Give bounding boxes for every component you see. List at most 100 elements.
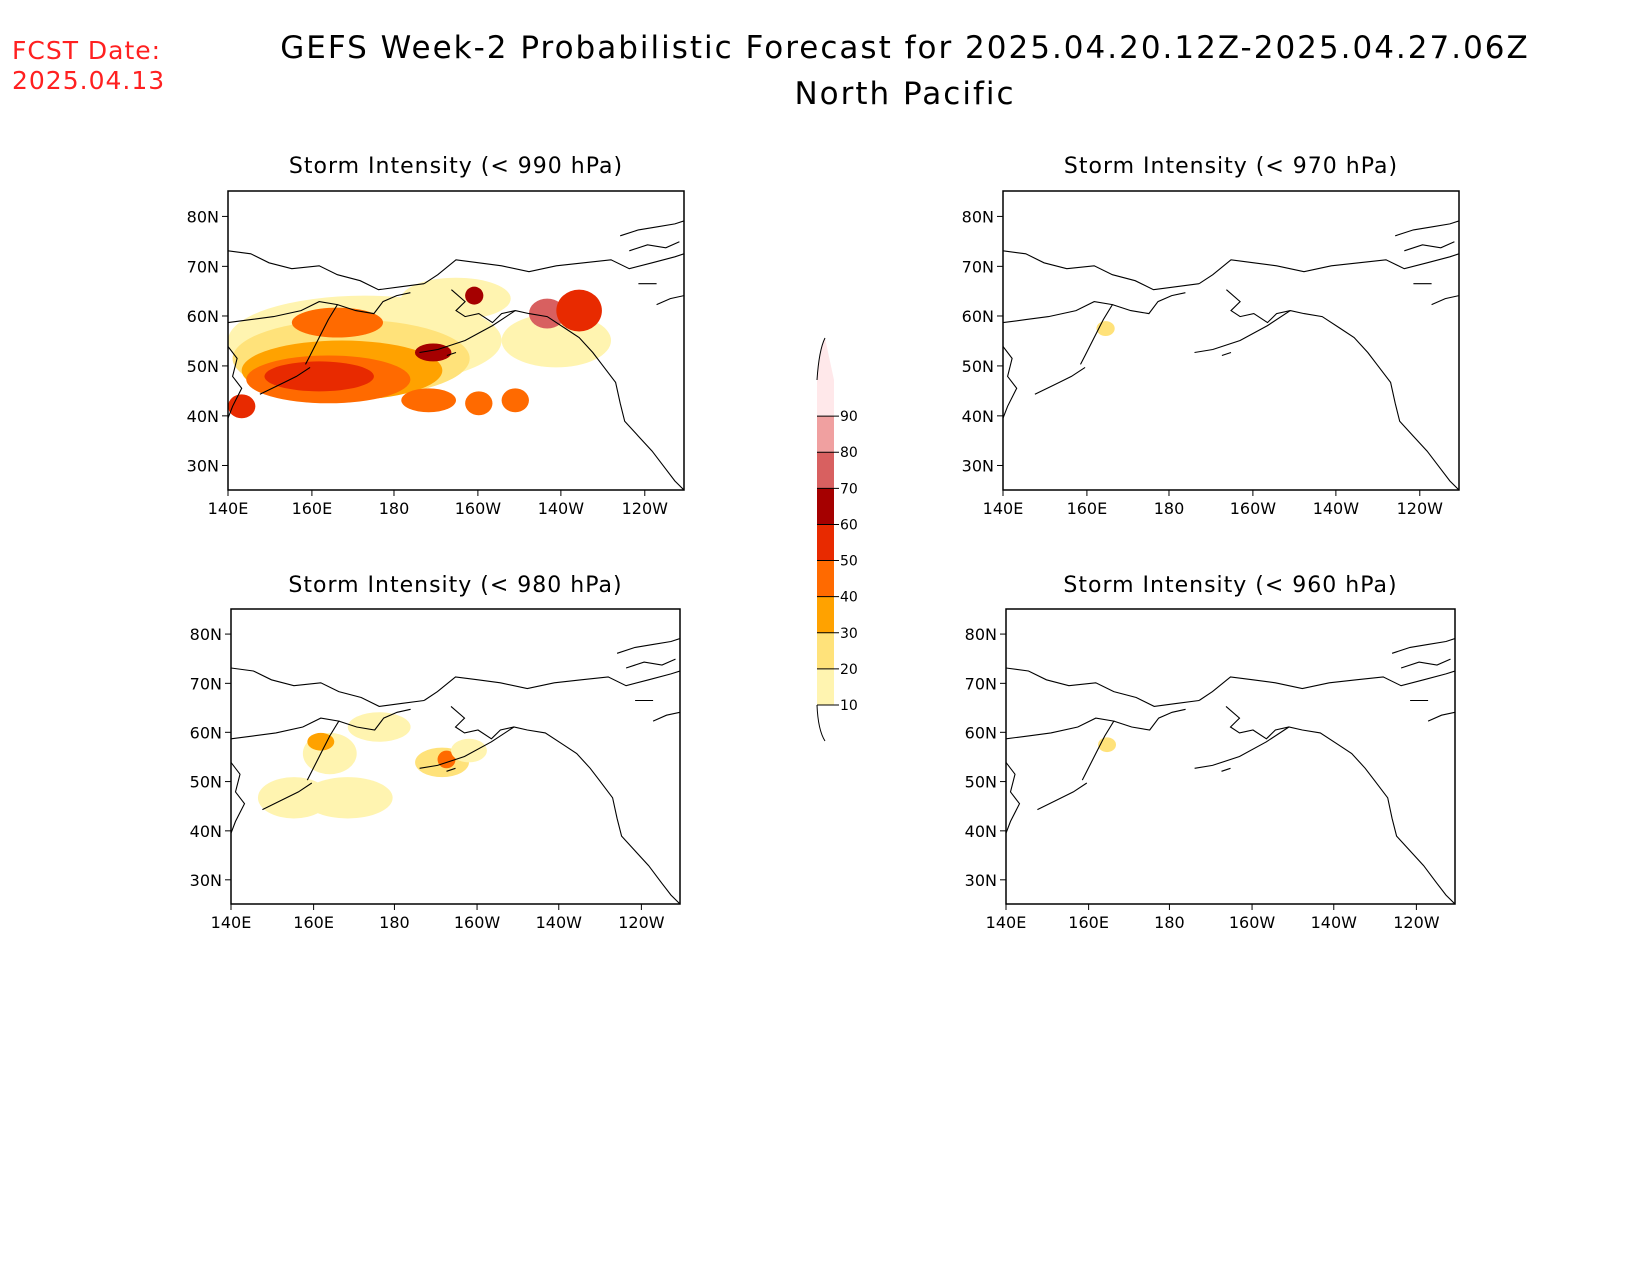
- probability-patch: [501, 388, 529, 413]
- probability-patch: [401, 388, 457, 413]
- coastline-segment: [450, 705, 680, 904]
- coastline-segment: [1006, 717, 1115, 781]
- probability-patch: [451, 738, 487, 763]
- lat-tick-label: 40N: [187, 407, 219, 426]
- colorbar-label: 60: [840, 517, 858, 533]
- map-panel: Storm Intensity (< 970 hPa) 80N 70N 60N 50N 4…: [962, 154, 1460, 518]
- lon-tick-label: 140E: [211, 913, 252, 932]
- coastline-segment: [1003, 346, 1018, 419]
- lon-tick-label: 160E: [1067, 499, 1108, 518]
- lon-tick-label: 140W: [536, 913, 583, 932]
- lat-tick-label: 40N: [962, 407, 994, 426]
- coastline-segment: [423, 253, 684, 285]
- panel-frame: [227, 190, 685, 491]
- lat-tick-label: 30N: [962, 456, 994, 475]
- map-panel: Storm Intensity (< 960 hPa) 80N 70N 60N 50N 4…: [965, 573, 1456, 932]
- coastline-segment: [1113, 708, 1186, 731]
- colorbar-label: 50: [840, 554, 858, 570]
- probability-patch: [528, 298, 566, 329]
- coastline-segment: [446, 767, 456, 772]
- lat-tick-label: 50N: [187, 357, 219, 376]
- panel-frame: [230, 608, 681, 905]
- coastline-segment: [1037, 782, 1088, 811]
- colorbar-swatch: [817, 380, 834, 417]
- coastline-segment: [446, 351, 457, 357]
- coastline-segment: [1395, 220, 1459, 237]
- panel-title: Storm Intensity (< 990 hPa): [289, 154, 623, 179]
- lon-tick-label: 180: [379, 499, 410, 518]
- lat-tick-label: 30N: [187, 456, 219, 475]
- coastline-segment: [1226, 289, 1459, 490]
- coastline: [1006, 637, 1455, 904]
- lon-tick-label: 120W: [1393, 913, 1440, 932]
- lon-tick-label: 140E: [986, 913, 1027, 932]
- coastline-segment: [231, 717, 340, 781]
- panel-frame: [1002, 190, 1460, 491]
- colorbar-label: 30: [840, 626, 858, 642]
- probability-patch: [465, 286, 484, 305]
- lat-tick-label: 60N: [187, 307, 219, 326]
- coastline-segment: [1427, 711, 1455, 722]
- lat-tick-label: 80N: [187, 207, 219, 226]
- coastline: [231, 637, 680, 904]
- lon-tick-label: 160E: [292, 499, 333, 518]
- coastline-segment: [1391, 637, 1455, 654]
- probability-patch: [264, 361, 374, 392]
- lon-tick-label: 160W: [454, 913, 501, 932]
- coastline-segment: [1400, 658, 1451, 669]
- coastline-segment: [620, 220, 684, 237]
- probability-shading: [228, 277, 612, 419]
- coastline: [228, 220, 684, 490]
- coastline-segment: [616, 637, 680, 654]
- colorbar: 10 20 30 40 50 60 70 80 90: [816, 337, 858, 742]
- panel-title: Storm Intensity (< 970 hPa): [1064, 154, 1398, 179]
- lon-tick-label: 160E: [293, 913, 334, 932]
- coastline-segment: [1198, 670, 1455, 701]
- map-panel: Storm Intensity (< 980 hPa) 80N 70N 60N 50N 4…: [190, 573, 681, 932]
- lat-tick-label: 50N: [190, 773, 222, 792]
- coastline-segment: [228, 301, 339, 365]
- coastline-segment: [1006, 762, 1021, 834]
- lon-tick-label: 140E: [208, 499, 249, 518]
- colorbar-swatch: [817, 452, 834, 489]
- lat-tick-label: 80N: [190, 625, 222, 644]
- panel-title: Storm Intensity (< 960 hPa): [1063, 573, 1397, 598]
- colorbar-tail: [816, 704, 826, 742]
- colorbar-swatch: [817, 488, 834, 525]
- lat-tick-label: 50N: [962, 357, 994, 376]
- lon-tick-label: 180: [1154, 499, 1185, 518]
- coastline-segment: [1034, 366, 1086, 395]
- lat-tick-label: 70N: [965, 674, 997, 693]
- lon-tick-label: 120W: [1397, 499, 1444, 518]
- colorbar-label: 10: [840, 698, 858, 714]
- coastline-segment: [629, 241, 680, 252]
- lon-tick-label: 180: [1154, 913, 1185, 932]
- coastline-segment: [262, 782, 313, 811]
- coastline-segment: [423, 670, 680, 701]
- coastline-segment: [228, 346, 243, 419]
- coastline-segment: [1006, 667, 1200, 707]
- region-subtitle: North Pacific: [794, 76, 1016, 112]
- coastline-segment: [337, 292, 411, 315]
- colorbar-swatch: [817, 524, 834, 561]
- forecast-date-value: 2025.04.13: [12, 66, 166, 95]
- panel-title: Storm Intensity (< 980 hPa): [288, 573, 622, 598]
- probability-patch: [307, 732, 335, 751]
- lat-tick-label: 60N: [962, 307, 994, 326]
- lat-tick-label: 30N: [965, 871, 997, 890]
- probability-patch: [347, 712, 411, 742]
- lon-tick-label: 160W: [455, 499, 502, 518]
- coastline-segment: [259, 366, 311, 395]
- map-panel: Storm Intensity (< 990 hPa) 80N 70N 60N 50N 4…: [187, 154, 685, 518]
- colorbar-swatch: [817, 596, 834, 633]
- coastline: [1003, 220, 1459, 490]
- coastline-segment: [656, 295, 684, 306]
- lat-tick-label: 80N: [965, 625, 997, 644]
- coastline-segment: [419, 726, 515, 769]
- lon-tick-label: 160W: [1230, 499, 1277, 518]
- coastline-segment: [451, 289, 684, 490]
- coastline-segment: [1221, 767, 1231, 772]
- lon-tick-label: 160W: [1229, 913, 1276, 932]
- lat-tick-label: 30N: [190, 871, 222, 890]
